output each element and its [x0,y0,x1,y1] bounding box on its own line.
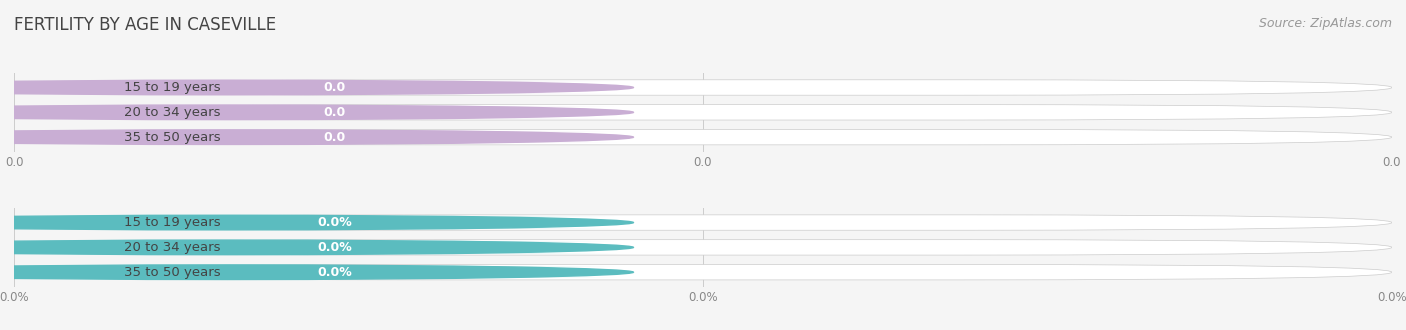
Text: 20 to 34 years: 20 to 34 years [124,241,221,254]
Circle shape [0,240,634,255]
FancyBboxPatch shape [52,242,617,253]
FancyBboxPatch shape [14,215,1392,230]
Text: 0.0: 0.0 [323,106,346,119]
Text: 35 to 50 years: 35 to 50 years [124,131,221,144]
Text: 0.0: 0.0 [323,131,346,144]
FancyBboxPatch shape [14,129,1392,145]
Text: 0.0: 0.0 [323,81,346,94]
Circle shape [0,105,634,120]
FancyBboxPatch shape [14,240,1392,255]
Text: 0.0%: 0.0% [316,266,352,279]
Text: Source: ZipAtlas.com: Source: ZipAtlas.com [1258,16,1392,29]
Text: 15 to 19 years: 15 to 19 years [124,216,221,229]
FancyBboxPatch shape [52,217,617,228]
Circle shape [0,130,634,145]
Text: 15 to 19 years: 15 to 19 years [124,81,221,94]
Text: FERTILITY BY AGE IN CASEVILLE: FERTILITY BY AGE IN CASEVILLE [14,16,276,35]
Circle shape [0,80,634,95]
FancyBboxPatch shape [52,266,617,278]
FancyBboxPatch shape [14,105,1392,120]
FancyBboxPatch shape [52,82,617,93]
FancyBboxPatch shape [14,80,1392,95]
Text: 20 to 34 years: 20 to 34 years [124,106,221,119]
Text: 35 to 50 years: 35 to 50 years [124,266,221,279]
Text: 0.0%: 0.0% [316,216,352,229]
Text: 0.0%: 0.0% [316,241,352,254]
FancyBboxPatch shape [52,131,617,143]
Circle shape [0,215,634,230]
Circle shape [0,265,634,280]
FancyBboxPatch shape [52,107,617,118]
FancyBboxPatch shape [14,265,1392,280]
